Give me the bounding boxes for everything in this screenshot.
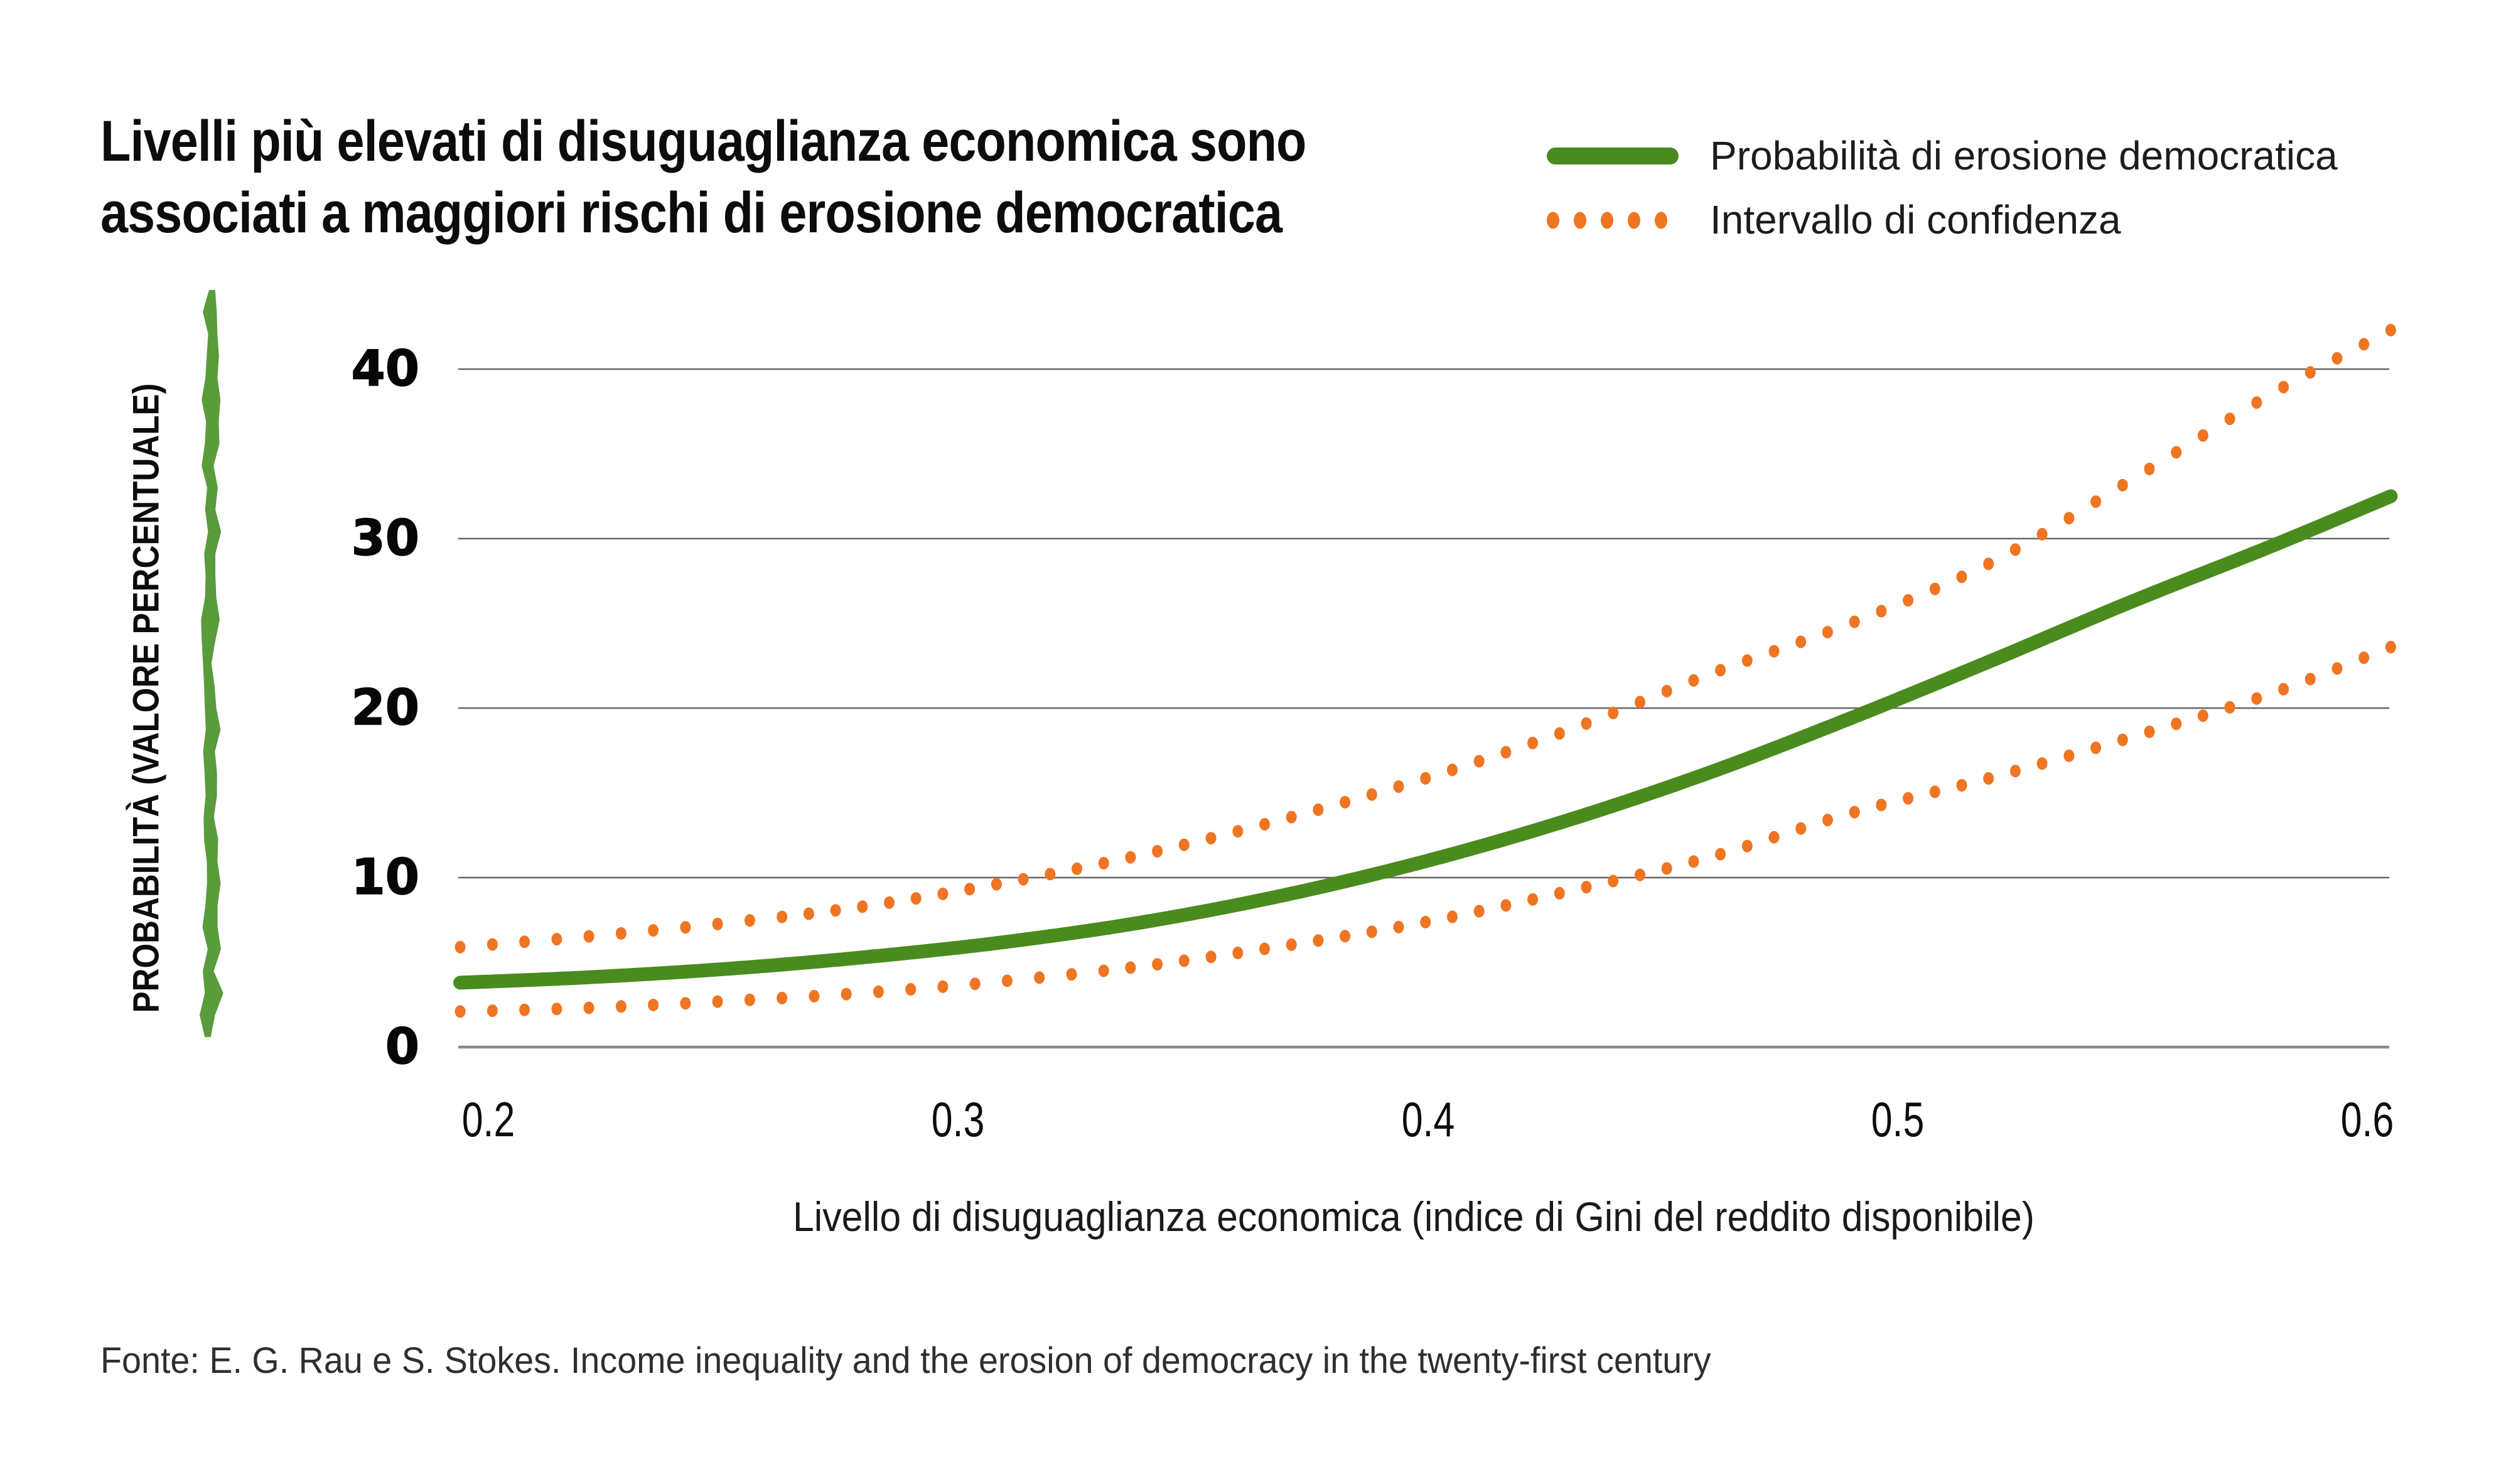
legend-label-probability: Probabilità di erosione democratica [1710, 133, 2338, 178]
probability-curve [453, 489, 2398, 990]
x-tick-0.2: 0.2 [461, 1092, 515, 1147]
chart-curves [453, 323, 2398, 1018]
y-tick-0: 0 [385, 1018, 420, 1076]
confidence-upper-curve [454, 323, 2396, 954]
page-title: Livelli più elevati di disuguaglianza ec… [100, 105, 1306, 249]
solid-line-swatch-icon [1547, 148, 1679, 164]
brush-stroke-shape [200, 290, 223, 1037]
y-tick-10: 10 [351, 849, 420, 906]
y-tick-40: 40 [351, 340, 420, 398]
y-axis-label: PROBABILITÀ (VALORE PERCENTUALE) [126, 383, 167, 1013]
x-tick-0.5: 0.5 [1871, 1092, 1925, 1147]
y-tick-20: 20 [351, 679, 420, 737]
source-attribution: Fonte: E. G. Rau e S. Stokes. Income ine… [100, 1340, 1711, 1381]
x-tick-0.4: 0.4 [1401, 1092, 1455, 1147]
x-axis-label: Livello di disuguaglianza economica (ind… [793, 1193, 2035, 1240]
page-title-line-2: associati a maggiori rischi di erosione … [100, 181, 1282, 245]
y-tick-30: 30 [351, 510, 420, 567]
y-axis-brush-stroke [200, 290, 223, 1037]
gridlines [458, 368, 2389, 1049]
x-tick-0.6: 0.6 [2340, 1092, 2394, 1147]
confidence-lower-curve [454, 640, 2396, 1018]
dotted-line-swatch-icon [1547, 212, 1667, 229]
page-title-line-1: Livelli più elevati di disuguaglianza ec… [100, 109, 1306, 173]
legend-item-probability: Probabilità di erosione democratica [1546, 132, 2338, 180]
x-tick-0.3: 0.3 [931, 1092, 985, 1147]
legend-item-confidence-interval: Intervallo di confidenza [1546, 196, 2121, 244]
legend-label-confidence-interval: Intervallo di confidenza [1710, 197, 2121, 242]
